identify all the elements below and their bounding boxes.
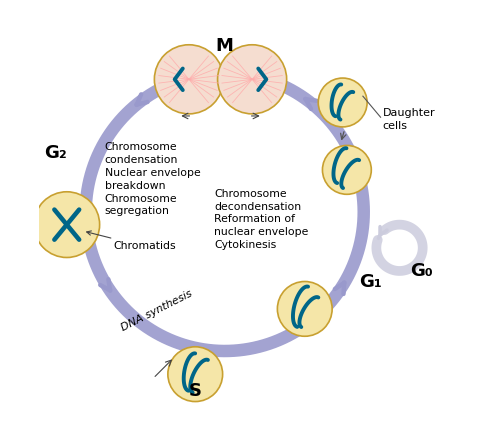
Circle shape — [218, 45, 286, 114]
Text: Chromosome
condensation
Nuclear envelope
breakdown
Chromosome
segregation: Chromosome condensation Nuclear envelope… — [104, 142, 200, 217]
Text: G₁: G₁ — [360, 273, 382, 290]
Circle shape — [318, 78, 367, 127]
Circle shape — [322, 145, 372, 194]
Circle shape — [154, 45, 224, 114]
Text: S: S — [188, 382, 202, 400]
Circle shape — [168, 347, 222, 402]
Text: DNA synthesis: DNA synthesis — [120, 289, 194, 333]
Text: Daughter
cells: Daughter cells — [382, 108, 436, 131]
Text: M: M — [216, 36, 234, 55]
Text: G₀: G₀ — [410, 262, 433, 280]
Text: Chromatids: Chromatids — [86, 231, 176, 251]
Text: G₂: G₂ — [44, 144, 67, 162]
Circle shape — [278, 282, 332, 336]
Text: Chromosome
decondensation
Reformation of
nuclear envelope
Cytokinesis: Chromosome decondensation Reformation of… — [214, 189, 308, 250]
Circle shape — [34, 192, 100, 257]
